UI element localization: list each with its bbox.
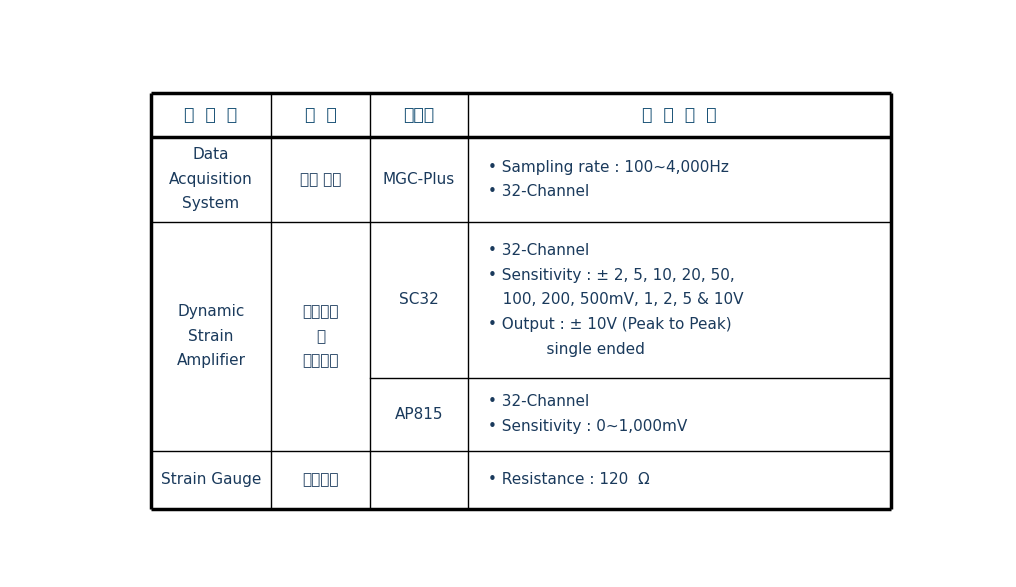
Text: Strain Gauge: Strain Gauge	[161, 473, 261, 487]
Text: 신호증폭
및
센서구동: 신호증폭 및 센서구동	[302, 304, 338, 369]
Text: SC32: SC32	[399, 292, 439, 308]
Text: 측정센서: 측정센서	[302, 473, 338, 487]
Text: 용  도: 용 도	[305, 106, 336, 124]
Text: 장  비  명: 장 비 명	[184, 106, 238, 124]
Text: 신호 저장: 신호 저장	[300, 172, 341, 187]
Text: MGC-Plus: MGC-Plus	[383, 172, 455, 187]
Text: 주  요  사  양: 주 요 사 양	[642, 106, 716, 124]
Text: • 32-Channel
• Sensitivity : 0~1,000mV: • 32-Channel • Sensitivity : 0~1,000mV	[488, 394, 687, 434]
Text: 모델명: 모델명	[403, 106, 435, 124]
Text: • Resistance : 120  Ω: • Resistance : 120 Ω	[488, 473, 649, 487]
Text: • Sampling rate : 100~4,000Hz
• 32-Channel: • Sampling rate : 100~4,000Hz • 32-Chann…	[488, 160, 728, 199]
Text: AP815: AP815	[394, 407, 443, 422]
Text: • 32-Channel
• Sensitivity : ± 2, 5, 10, 20, 50,
   100, 200, 500mV, 1, 2, 5 & 1: • 32-Channel • Sensitivity : ± 2, 5, 10,…	[488, 243, 744, 357]
Text: Dynamic
Strain
Amplifier: Dynamic Strain Amplifier	[177, 304, 246, 369]
Text: Data
Acquisition
System: Data Acquisition System	[169, 147, 253, 211]
